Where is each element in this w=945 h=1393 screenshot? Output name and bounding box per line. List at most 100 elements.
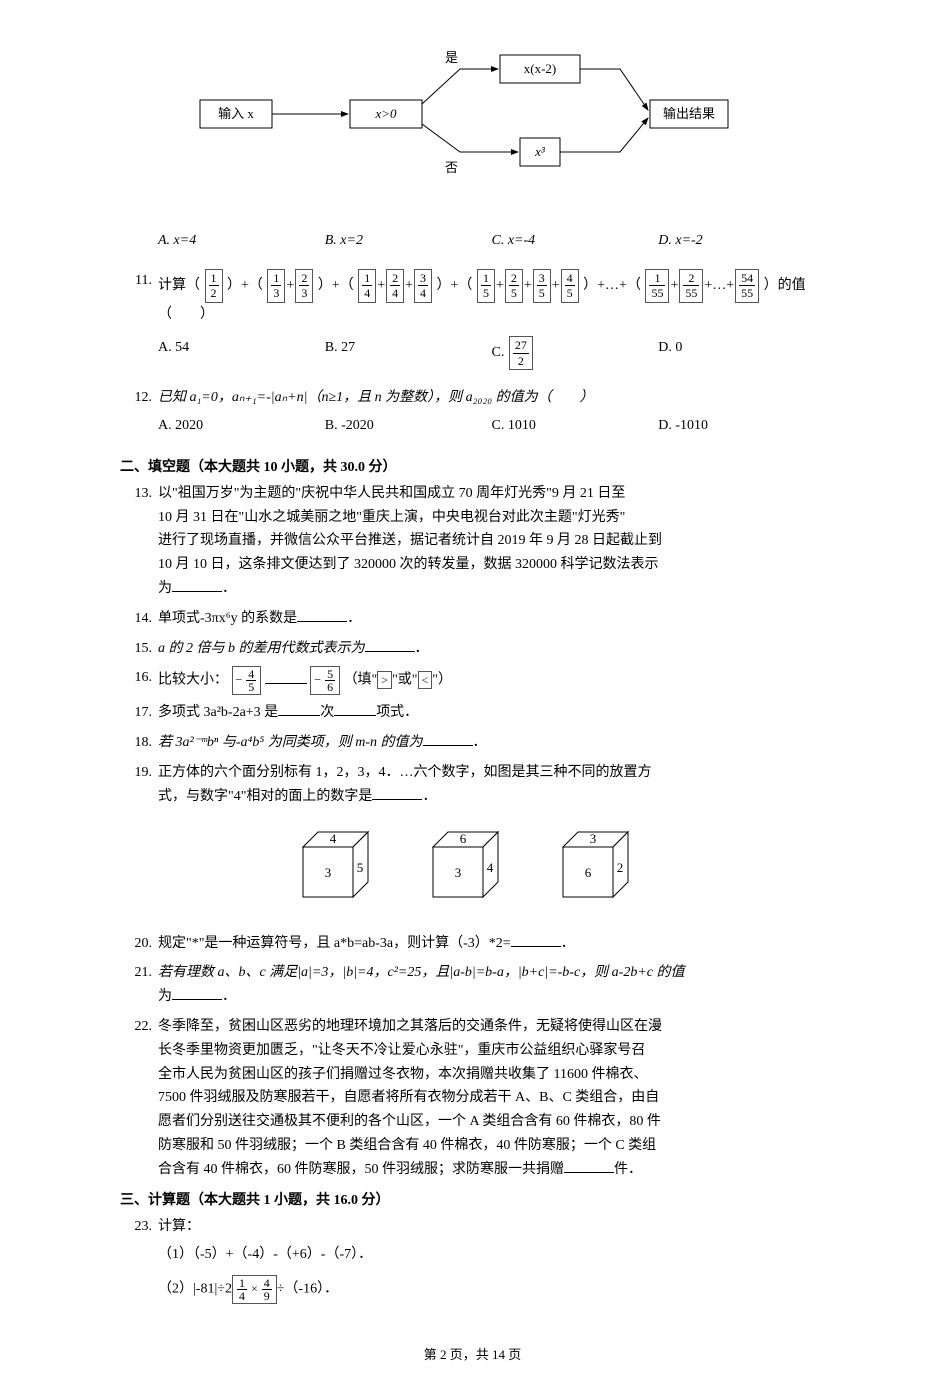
q17-blank1 [278, 701, 320, 716]
flowchart-diagram: 输入 x x>0 x(x-2) x³ 输出结果 是 否 [160, 40, 825, 195]
q20-stem: 规定"*"是一种运算符号，且 a*b=ab-3a，则计算（-3）*2= [158, 936, 511, 951]
q17-blank2 [334, 701, 376, 716]
flow-label-yes: 是 [445, 50, 458, 65]
cube1-top: 4 [329, 831, 336, 846]
q11-stem-1: 计算（ [158, 278, 200, 293]
q23-stem: 计算： [158, 1215, 825, 1239]
q19: 19. 正方体的六个面分别标有 1，2，3，4．…六个数字，如图是其三种不同的放… [120, 761, 825, 809]
q11-stem-5: ）+…+（ [583, 278, 641, 293]
cube3-front: 6 [584, 865, 591, 880]
q14-num: 14. [120, 607, 158, 631]
q16-blank [265, 669, 307, 684]
q13-blank [172, 577, 222, 592]
q11-choice-d: D. 0 [658, 336, 825, 370]
cube1-right: 5 [356, 860, 363, 875]
q13-l5: 为 [158, 581, 172, 596]
cube3-top: 3 [589, 831, 596, 846]
q22-l2: 长冬季里物资更加匮乏，"让冬天不冷让爱心永驻"，重庆市公益组织心驿家号召 [158, 1039, 825, 1063]
q16-fill: （填" [344, 673, 378, 688]
q19-period: ． [422, 789, 436, 804]
q17-prefix: 多项式 3a²b-2a+3 是 [158, 705, 278, 720]
q21-num: 21. [120, 961, 158, 985]
q10-choice-a: A. x=4 [158, 229, 325, 253]
q21-blank [172, 985, 222, 1000]
q22-l3: 全市人民为贫困山区的孩子们捐赠过冬衣物，本次捐赠共收集了 11600 件棉衣、 [158, 1063, 825, 1087]
flow-node-output: 输出结果 [663, 106, 715, 121]
q20-blank [511, 932, 561, 947]
q23-part2-mid: × [251, 1281, 258, 1295]
q16-gt: > [377, 671, 392, 689]
q11-stem-2: ）+（ [227, 278, 263, 293]
q12-choice-b: B. -2020 [325, 414, 492, 438]
flow-node-input: 输入 x [218, 106, 254, 121]
q12-choice-d: D. -1010 [658, 414, 825, 438]
q12-stem: 已知 a₁=0，aₙ₊₁=-|aₙ+n|（n≥1，且 n 为整数），则 a₂₀₂… [158, 390, 594, 405]
q12-choice-a: A. 2020 [158, 414, 325, 438]
flow-node-cond: x>0 [374, 106, 397, 121]
q18-num: 18. [120, 731, 158, 755]
q11: 11. 计算（ 12 ）+（ 13+23 ）+（ 14+24+34 ）+（ 15… [120, 269, 825, 380]
q10-choice-d: D. x=-2 [658, 229, 825, 253]
cube1-front: 3 [324, 865, 331, 880]
q11-stem-3: ）+（ [318, 278, 354, 293]
q11-num: 11. [120, 269, 158, 293]
q12: 12. 已知 a₁=0，aₙ₊₁=-|aₙ+n|（n≥1，且 n 为整数），则 … [120, 386, 825, 448]
q22-blank [564, 1158, 614, 1173]
q13: 13. 以"祖国万岁"为主题的"庆祝中华人民共和国成立 70 周年灯光秀"9 月… [120, 482, 825, 601]
q18-period: ． [473, 735, 487, 750]
q17-num: 17. [120, 701, 158, 725]
q13-num: 13. [120, 482, 158, 506]
q15: 15. a 的 2 倍与 b 的差用代数式表示为． [120, 637, 825, 661]
q22-l7b: 件． [614, 1162, 642, 1177]
flow-node-bot: x³ [534, 144, 546, 159]
section3-heading: 三、计算题（本大题共 1 小题，共 16.0 分） [120, 1189, 825, 1209]
q22-l4: 7500 件羽绒服及防寒服若干，自愿者将所有衣物分成若干 A、B、C 类组合，由… [158, 1086, 825, 1110]
q16-end: "） [432, 673, 452, 688]
cube2-front: 3 [454, 865, 461, 880]
q19-l2: 式，与数字"4"相对的面上的数字是 [158, 789, 372, 804]
q17-mid: 次 [320, 705, 334, 720]
q12-choice-c: C. 1010 [492, 414, 659, 438]
section2-heading: 二、填空题（本大题共 10 小题，共 30.0 分） [120, 456, 825, 476]
q23-part2: （2）|-81|÷214 × 49÷（-16）． [158, 1275, 825, 1304]
cube2-top: 6 [459, 831, 466, 846]
q10-choice-c: C. x=-4 [492, 229, 659, 253]
q16: 16. 比较大小： − 45 − 56 （填">"或"<"） [120, 666, 825, 695]
q21: 21. 若有理数 a、b、c 满足|a|=3，|b|=4，c²=25，且|a-b… [120, 961, 825, 1009]
q22-l6: 防寒服和 50 件羽绒服；一个 B 类组合含有 40 件棉衣，40 件防寒服；一… [158, 1134, 825, 1158]
q19-num: 19. [120, 761, 158, 785]
q22-l7a: 合含有 40 件棉衣，60 件防寒服，50 件羽绒服；求防寒服一共捐赠 [158, 1162, 564, 1177]
q22-l1: 冬季降至，贫困山区恶劣的地理环境加之其落后的交通条件，无疑将使得山区在漫 [158, 1015, 825, 1039]
q13-l4: 10 月 10 日，这条排文便达到了 320000 次的转发量，数据 32000… [158, 553, 825, 577]
q17-suffix: 项式． [376, 705, 418, 720]
q14-period: ． [347, 611, 361, 626]
q22: 22. 冬季降至，贫困山区恶劣的地理环境加之其落后的交通条件，无疑将使得山区在漫… [120, 1015, 825, 1182]
q23-num: 23. [120, 1215, 158, 1239]
q11-choice-c-prefix: C. [492, 345, 508, 360]
q21-l1: 若有理数 a、b、c 满足|a|=3，|b|=4，c²=25，且|a-b|=b-… [158, 961, 825, 985]
q23-part2-prefix: （2）|-81|÷2 [158, 1281, 232, 1296]
q22-l5: 愿者们分别送往交通极其不便利的各个山区，一个 A 类组合含有 60 件棉衣，80… [158, 1110, 825, 1134]
cubes-diagram: 4 3 5 6 3 4 3 6 2 [120, 817, 825, 912]
page-footer: 第 2 页，共 14 页 [120, 1344, 825, 1363]
q13-l3: 进行了现场直播，并微信公众平台推送，据记者统计自 2019 年 9 月 28 日… [158, 529, 825, 553]
cube2-right: 4 [486, 860, 493, 875]
q10-choice-b: B. x=2 [325, 229, 492, 253]
q23-part1: （1）（-5）+（-4）-（+6）-（-7）． [158, 1243, 825, 1267]
q18: 18. 若 3a²⁻ᵐbⁿ 与-a⁴b⁵ 为同类项，则 m-n 的值为． [120, 731, 825, 755]
q17: 17. 多项式 3a²b-2a+3 是 次 项式． [120, 701, 825, 725]
q20-num: 20. [120, 932, 158, 956]
q16-lt: < [418, 671, 433, 689]
q11-choice-a: A. 54 [158, 336, 325, 370]
q11-stem-4: ）+（ [437, 278, 473, 293]
q14: 14. 单项式-3πx⁶y 的系数是． [120, 607, 825, 631]
q20: 20. 规定"*"是一种运算符号，且 a*b=ab-3a，则计算（-3）*2=． [120, 932, 825, 956]
q19-l1: 正方体的六个面分别标有 1，2，3，4．…六个数字，如图是其三种不同的放置方 [158, 761, 825, 785]
q10-choices-row: A. x=4 B. x=2 C. x=-4 D. x=-2 [120, 225, 825, 263]
q22-num: 22. [120, 1015, 158, 1039]
q11-choice-c: C. 272 [492, 336, 659, 370]
q23-part2-suffix: ÷（-16）． [277, 1281, 338, 1296]
q14-blank [297, 607, 347, 622]
q16-prefix: 比较大小： [158, 673, 228, 688]
q16-or: "或" [392, 673, 417, 688]
